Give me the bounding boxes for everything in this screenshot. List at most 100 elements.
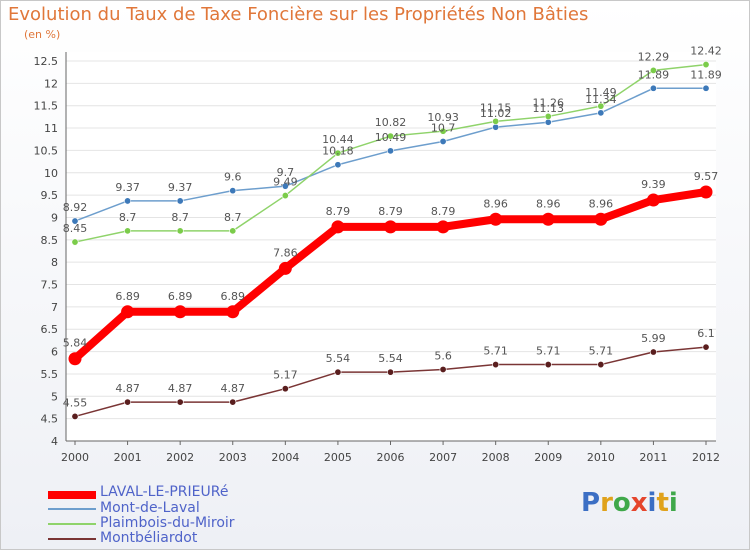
legend-item-montbeliardot: Montbéliardot (48, 530, 198, 546)
series-1-point-10 (597, 109, 605, 117)
series-0-label-9: 8.96 (536, 197, 561, 210)
series-0-point-6 (384, 220, 397, 234)
series-0-point-10 (594, 212, 608, 226)
y-tick-label-15: 11.5 (34, 100, 59, 113)
series-3-point-3 (229, 398, 237, 406)
unit-label: (en %) (24, 28, 61, 41)
y-tick-label-4: 6 (51, 346, 58, 359)
series-2-label-8: 11.15 (480, 101, 512, 114)
series-1-label-11: 11.89 (638, 68, 670, 81)
series-0-label-4: 7.86 (273, 246, 298, 259)
series-3-point-11 (649, 348, 657, 356)
series-2-label-10: 11.49 (585, 86, 617, 99)
legend-label-mont: Mont-de-Laval (100, 500, 200, 516)
y-tick-label-10: 9 (51, 211, 58, 224)
proxiti-logo: Proxiti (581, 488, 678, 518)
series-1-point-2 (176, 197, 184, 205)
series-0-point-4 (278, 261, 292, 275)
series-3-label-10: 5.71 (589, 345, 614, 358)
series-0-point-1 (121, 305, 135, 319)
y-tick-label-6: 7 (51, 301, 58, 314)
x-tick-label-6: 2006 (377, 451, 405, 464)
series-2-label-2: 8.7 (171, 211, 189, 224)
y-tick-label-3: 5.5 (41, 368, 59, 381)
series-3-label-0: 4.55 (63, 396, 88, 409)
series-1-label-4: 9.7 (277, 166, 295, 179)
series-2-point-10 (597, 102, 605, 110)
series-0-label-3: 6.89 (221, 290, 246, 303)
series-1-point-11 (649, 84, 657, 92)
series-0-label-5: 8.79 (326, 205, 351, 218)
series-2-point-11 (649, 66, 657, 74)
x-tick-label-10: 2010 (587, 451, 615, 464)
y-tick-label-2: 5 (51, 390, 58, 403)
series-3-point-2 (176, 398, 184, 406)
y-tick-label-7: 7.5 (41, 279, 59, 292)
series-3-point-8 (492, 361, 500, 369)
series-3-label-4: 5.17 (273, 369, 298, 382)
series-2-label-1: 8.7 (119, 211, 137, 224)
series-1-point-9 (544, 118, 552, 126)
series-2-label-11: 12.29 (638, 50, 670, 63)
series-0-point-5 (331, 220, 345, 234)
series-2-point-8 (492, 117, 500, 125)
series-3-point-5 (334, 368, 342, 376)
series-1-label-5: 10.18 (322, 145, 354, 158)
chart-title: Evolution du Taux de Taxe Foncière sur l… (8, 4, 589, 25)
series-3-label-7: 5.6 (434, 349, 452, 362)
series-0-label-0: 5.84 (63, 337, 88, 350)
series-1-point-6 (386, 147, 394, 155)
series-0-label-8: 8.96 (483, 197, 508, 210)
series-1-label-2: 9.37 (168, 181, 193, 194)
series-0-label-1: 6.89 (115, 290, 140, 303)
legend-swatch-plaimbois (48, 523, 96, 525)
legend-swatch-mont (48, 508, 96, 510)
series-2-point-4 (281, 192, 289, 200)
series-3-point-7 (439, 365, 447, 373)
series-0-label-11: 9.39 (641, 178, 666, 191)
legend-swatch-laval (48, 491, 96, 499)
series-3-label-2: 4.87 (168, 382, 193, 395)
series-1-label-8: 11.02 (480, 107, 512, 120)
series-2-label-0: 8.45 (63, 222, 88, 235)
series-1-point-5 (334, 161, 342, 169)
series-0-point-12 (699, 185, 713, 199)
series-1-point-3 (229, 187, 237, 195)
legend-item-plaimbois: Plaimbois-du-Miroir (48, 515, 235, 531)
series-0-point-2 (173, 305, 187, 319)
series-3-label-1: 4.87 (115, 382, 140, 395)
series-0-label-6: 8.79 (378, 205, 403, 218)
series-3-label-9: 5.71 (536, 345, 561, 358)
y-tick-label-12: 10 (44, 167, 58, 180)
series-3-label-12: 6.1 (697, 327, 715, 340)
x-tick-label-1: 2001 (114, 451, 142, 464)
series-2-point-3 (229, 227, 237, 235)
series-1-label-10: 11.34 (585, 93, 617, 106)
series-2-label-7: 10.93 (427, 111, 459, 124)
series-1-point-1 (124, 197, 132, 205)
y-tick-label-17: 12.5 (34, 55, 59, 68)
legend-label-plaimbois: Plaimbois-du-Miroir (100, 515, 235, 531)
series-3-label-8: 5.71 (483, 345, 508, 358)
series-1-point-12 (702, 84, 710, 92)
legend-label-montbeliardot: Montbéliardot (100, 530, 198, 546)
series-3-label-6: 5.54 (378, 352, 403, 365)
series-2-point-12 (702, 61, 710, 69)
series-1-point-7 (439, 137, 447, 145)
series-1-label-6: 10.49 (375, 131, 407, 144)
series-1-label-1: 9.37 (115, 181, 140, 194)
series-0-point-0 (68, 352, 82, 366)
x-tick-label-0: 2000 (61, 451, 89, 464)
x-tick-label-12: 2012 (692, 451, 720, 464)
series-1-label-12: 11.89 (690, 68, 722, 81)
series-0-label-12: 9.57 (694, 170, 719, 183)
series-0-point-3 (226, 305, 240, 319)
series-3-point-12 (702, 343, 710, 351)
series-1-label-0: 8.92 (63, 201, 88, 214)
series-2-point-0 (71, 238, 79, 246)
x-tick-label-11: 2011 (639, 451, 667, 464)
series-0-point-8 (489, 212, 503, 226)
plot-area (66, 52, 716, 441)
series-0-label-10: 8.96 (589, 197, 614, 210)
